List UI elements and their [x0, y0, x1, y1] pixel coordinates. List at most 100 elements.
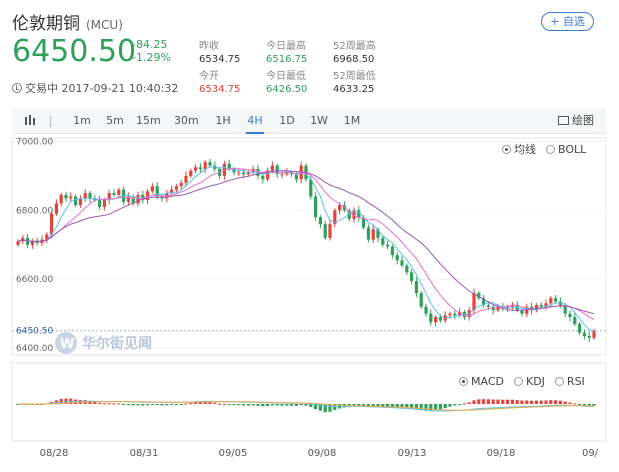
- candle-body: [410, 272, 414, 281]
- ma-option[interactable]: 均线: [502, 143, 536, 156]
- candle-body: [323, 224, 327, 238]
- stat-value: 4633.25: [333, 84, 375, 95]
- rsi-radio[interactable]: [554, 377, 564, 386]
- add-favorite-button[interactable]: + 自选: [541, 12, 594, 31]
- y-tick-label: 6600.00: [16, 275, 53, 285]
- macd-bar: [93, 401, 97, 404]
- macd-bar: [438, 404, 442, 410]
- instrument-name: 伦敦期铜: [12, 14, 80, 34]
- tab-4h[interactable]: 4H: [243, 108, 267, 134]
- macd-bar: [491, 399, 495, 404]
- candle-body: [69, 196, 73, 199]
- candlestick-type-icon[interactable]: [20, 108, 42, 134]
- macd-bar: [462, 403, 466, 405]
- tab-15m[interactable]: 15m: [136, 114, 161, 127]
- macd-bar: [309, 404, 313, 407]
- candle-body: [98, 200, 102, 207]
- macd-bar: [261, 404, 265, 407]
- kdj-option[interactable]: KDJ: [513, 375, 545, 388]
- macd-bar: [549, 400, 553, 404]
- toolbar-divider: [50, 116, 51, 127]
- macd-bar: [155, 404, 159, 405]
- stat-value: 6534.75: [199, 54, 241, 65]
- macd-bar: [122, 404, 126, 405]
- candle-body: [318, 217, 322, 225]
- candle-body: [587, 336, 591, 338]
- candle-body: [429, 313, 433, 323]
- macd-bar: [443, 404, 447, 409]
- macd-radio[interactable]: [459, 377, 468, 386]
- tab-5m[interactable]: 5m: [106, 114, 124, 127]
- candle-body: [554, 298, 558, 302]
- macd-bar: [525, 400, 529, 404]
- candle-body: [208, 162, 212, 166]
- macd-bar: [477, 399, 481, 404]
- candle-body: [453, 313, 457, 316]
- tab-1m[interactable]: 1m: [73, 114, 91, 127]
- macd-bar: [386, 404, 390, 407]
- ma5-line: [17, 166, 595, 333]
- change-absolute: -84.25: [132, 38, 168, 51]
- macd-bar: [472, 400, 476, 404]
- candle-body: [568, 313, 572, 318]
- macd-bar: [376, 404, 380, 407]
- candle-body: [146, 191, 150, 200]
- candle-body: [414, 280, 418, 293]
- macd-bar: [333, 404, 337, 411]
- macd-bar: [482, 399, 486, 404]
- macd-bar: [554, 400, 558, 404]
- sub-indicator-legend: MACD KDJ RSI: [459, 375, 585, 388]
- candle-body: [582, 332, 586, 337]
- last-price: 6450.50: [12, 34, 137, 69]
- candle-body: [294, 174, 298, 180]
- kdj-radio[interactable]: [513, 377, 523, 386]
- candle-body: [578, 324, 582, 333]
- macd-bar: [496, 399, 500, 404]
- candle-body: [472, 293, 476, 311]
- candle-body: [174, 186, 178, 190]
- y-tick-label: 6800.00: [16, 206, 53, 216]
- stat-2: 52周最高 6968.50: [333, 40, 376, 66]
- candle-body: [366, 227, 370, 240]
- candle-body: [549, 298, 553, 304]
- stat-label: 今日最低: [266, 71, 306, 82]
- x-tick-label: 09/13: [398, 448, 427, 459]
- macd-bar: [429, 404, 433, 411]
- candle-body: [50, 213, 54, 235]
- interval-toolbar: 1m 5m 15m 30m 1H 4H 1D 1W 1M 绘图: [12, 108, 606, 134]
- candle-body: [107, 193, 111, 200]
- macd-bar: [563, 401, 567, 404]
- candle-body: [510, 305, 514, 307]
- boll-option[interactable]: BOLL: [546, 143, 586, 156]
- candle-body: [78, 198, 82, 206]
- candle-body: [170, 189, 174, 194]
- macd-bar: [453, 404, 457, 406]
- candle-body: [266, 170, 270, 180]
- ma-radio[interactable]: [502, 145, 511, 154]
- rsi-option[interactable]: RSI: [554, 375, 585, 388]
- chart-frame: [11, 137, 607, 356]
- macd-bar: [184, 403, 188, 405]
- x-tick-label: 08/28: [40, 448, 69, 459]
- tab-1d[interactable]: 1D: [279, 114, 295, 127]
- stat-label: 今日最高: [266, 41, 306, 52]
- macd-bar: [275, 404, 279, 406]
- macd-option[interactable]: MACD: [459, 375, 504, 388]
- candle-body: [299, 165, 303, 180]
- tab-1h[interactable]: 1H: [215, 114, 231, 127]
- tab-30m[interactable]: 30m: [174, 114, 199, 127]
- macd-bar: [448, 404, 452, 407]
- boll-radio[interactable]: [546, 145, 555, 154]
- macd-bar: [266, 404, 270, 406]
- candle-body: [448, 313, 452, 316]
- y-tick-label: 7000.00: [16, 137, 53, 147]
- macd-bar: [54, 400, 58, 404]
- candle-body: [189, 170, 193, 176]
- candle-body: [357, 210, 361, 218]
- draw-tool-button[interactable]: 绘图: [558, 108, 594, 134]
- candle-body: [539, 305, 543, 307]
- macd-bar: [227, 404, 231, 405]
- tab-1m[interactable]: 1M: [343, 114, 361, 127]
- tab-1w[interactable]: 1W: [310, 114, 328, 127]
